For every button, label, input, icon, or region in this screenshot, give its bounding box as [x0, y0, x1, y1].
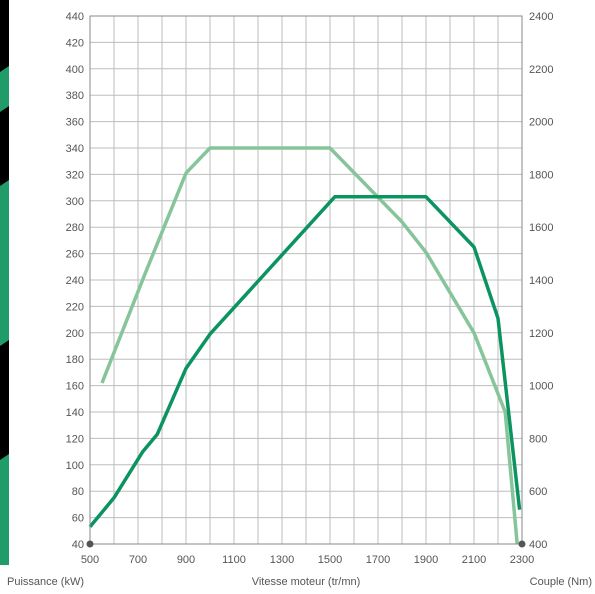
x-tick-label: 1100 [222, 554, 246, 566]
y-left-tick-label: 40 [72, 539, 84, 551]
plot-frame [89, 15, 523, 545]
x-axis-title: Vitesse moteur (tr/mn) [252, 576, 361, 588]
y-left-tick-label: 300 [66, 196, 84, 208]
y-left-tick-label: 360 [66, 117, 84, 129]
grid [89, 15, 523, 545]
sidebar-green-shape-2 [0, 180, 9, 346]
y-left-tick-label: 400 [66, 64, 84, 76]
y-right-tick-label: 1600 [529, 222, 553, 234]
x-tick-label: 700 [129, 554, 147, 566]
x-tick-label: 1300 [270, 554, 294, 566]
y-left-tick-label: 340 [66, 143, 84, 155]
y-right-tick-label: 600 [529, 486, 547, 498]
x-tick-labels: 500 700 900 1100 1300 1500 1700 1900 2100 2300 [81, 554, 534, 566]
axis-origin-marker [518, 540, 526, 548]
y-right-tick-label: 1800 [529, 169, 553, 181]
y-left-tick-label: 240 [66, 275, 84, 287]
y-left-tick-label: 200 [66, 328, 84, 340]
y-left-tick-label: 440 [66, 11, 84, 23]
sidebar-green-shape-1 [0, 66, 9, 112]
y-right-tick-label: 2000 [529, 117, 553, 129]
y-right-tick-label: 800 [529, 433, 547, 445]
y-right-tick-labels: 400 600 800 1000 1200 1400 1600 1800 2000 2200 240… [529, 11, 553, 551]
x-tick-label: 2300 [510, 554, 534, 566]
y-left-tick-label: 180 [66, 354, 84, 366]
y-left-tick-labels: 40 60 80 100 120 140 160 180 200 220 240 260 280 300 3… [66, 11, 84, 551]
x-tick-label: 1900 [414, 554, 438, 566]
y-left-tick-label: 140 [66, 407, 84, 419]
y-left-tick-label: 380 [66, 90, 84, 102]
series-line-1 [100, 146, 519, 545]
x-tick-label: 500 [81, 554, 99, 566]
y-left-tick-label: 120 [66, 433, 84, 445]
left-sidebar-decoration [0, 0, 9, 565]
y-left-axis-title: Puissance (kW) [7, 576, 84, 588]
series-group [88, 146, 522, 545]
y-right-tick-label: 2400 [529, 11, 553, 23]
x-tick-label: 1700 [366, 554, 390, 566]
y-right-tick-label: 1400 [529, 275, 553, 287]
y-left-tick-label: 160 [66, 381, 84, 393]
x-tick-label: 2100 [462, 554, 486, 566]
x-tick-label: 1500 [318, 554, 342, 566]
y-right-tick-label: 2200 [529, 64, 553, 76]
series-line-2 [88, 195, 522, 528]
y-left-tick-label: 280 [66, 222, 84, 234]
y-left-tick-label: 260 [66, 249, 84, 261]
y-left-tick-label: 60 [72, 513, 84, 525]
y-right-axis-title: Couple (Nm) [530, 576, 592, 588]
y-left-tick-label: 420 [66, 37, 84, 49]
axis-markers [86, 540, 526, 548]
y-left-tick-label: 80 [72, 486, 84, 498]
y-left-tick-label: 100 [66, 460, 84, 472]
y-left-tick-label: 220 [66, 301, 84, 313]
sidebar-green-shape-3 [0, 454, 9, 565]
y-right-tick-label: 1200 [529, 328, 553, 340]
y-left-tick-label: 320 [66, 169, 84, 181]
y-right-tick-label: 1000 [529, 381, 553, 393]
y-right-tick-label: 400 [529, 539, 547, 551]
x-tick-label: 900 [177, 554, 195, 566]
axis-origin-marker [86, 540, 94, 548]
